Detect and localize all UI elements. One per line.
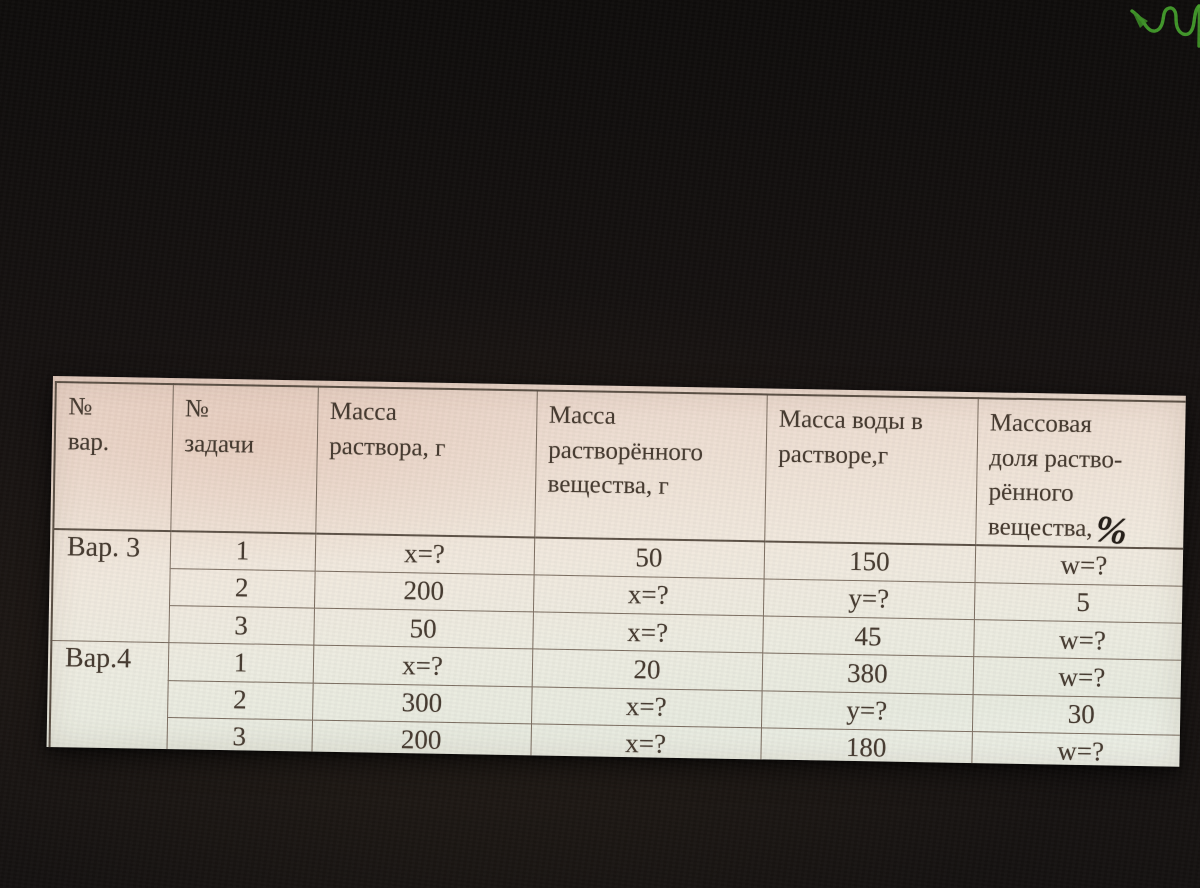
value-cell: 30 bbox=[971, 694, 1186, 736]
value-cell: x=? bbox=[531, 686, 762, 728]
header-mass-fraction: Массовая доля раство- рённого вещества,% bbox=[975, 398, 1186, 553]
value-cell: 180 bbox=[760, 727, 972, 767]
value-cell: 380 bbox=[761, 653, 974, 695]
value-cell: x=? bbox=[312, 645, 533, 687]
task-number-cell: 3 bbox=[168, 605, 314, 646]
value-cell: 200 bbox=[311, 719, 532, 761]
value-cell: 50 bbox=[533, 537, 765, 579]
value-cell: w=? bbox=[973, 619, 1186, 661]
value-cell: y=? bbox=[760, 690, 973, 732]
task-number-cell: 1 bbox=[167, 642, 314, 683]
value-cell: 300 bbox=[312, 682, 532, 724]
handwritten-percent-sign: % bbox=[1093, 507, 1130, 553]
task-number-cell: 2 bbox=[167, 680, 313, 720]
worksheet-paper: № вар. № задачи Масса раствора, г Масса … bbox=[46, 376, 1186, 767]
variant-4-cell: Вар.4 bbox=[49, 640, 169, 755]
task-number-cell: 3 bbox=[166, 717, 313, 758]
value-cell: x=? bbox=[314, 533, 535, 575]
solutions-table: № вар. № задачи Масса раствора, г Масса … bbox=[48, 381, 1186, 767]
value-cell: x=? bbox=[532, 611, 763, 654]
header-row: № вар. № задачи Масса раствора, г Масса … bbox=[53, 382, 1186, 553]
value-cell: w=? bbox=[972, 656, 1186, 698]
value-cell: 20 bbox=[531, 649, 763, 691]
value-cell: w=? bbox=[971, 731, 1186, 767]
value-cell: x=? bbox=[530, 723, 761, 765]
value-cell: 200 bbox=[313, 570, 534, 612]
header-variant-number: № вар. bbox=[53, 382, 173, 532]
task-number-cell: 1 bbox=[169, 531, 316, 571]
value-cell: 50 bbox=[313, 608, 533, 650]
value-cell: 150 bbox=[763, 541, 976, 583]
value-cell: 45 bbox=[762, 615, 974, 657]
green-logo-squiggle-icon bbox=[1130, 4, 1200, 48]
variant-3-cell: Вар. 3 bbox=[51, 529, 171, 643]
header-solution-mass: Масса раствора, г bbox=[315, 386, 537, 538]
value-cell: x=? bbox=[532, 574, 764, 616]
value-cell: 5 bbox=[973, 582, 1186, 624]
task-number-cell: 2 bbox=[169, 568, 315, 609]
header-task-number: № задачи bbox=[170, 384, 318, 534]
header-water-mass: Масса воды в растворе,г bbox=[764, 394, 978, 546]
value-cell: w=? bbox=[974, 545, 1186, 587]
value-cell: y=? bbox=[762, 578, 975, 620]
header-solute-mass: Масса растворённого вещества, г bbox=[534, 390, 767, 542]
